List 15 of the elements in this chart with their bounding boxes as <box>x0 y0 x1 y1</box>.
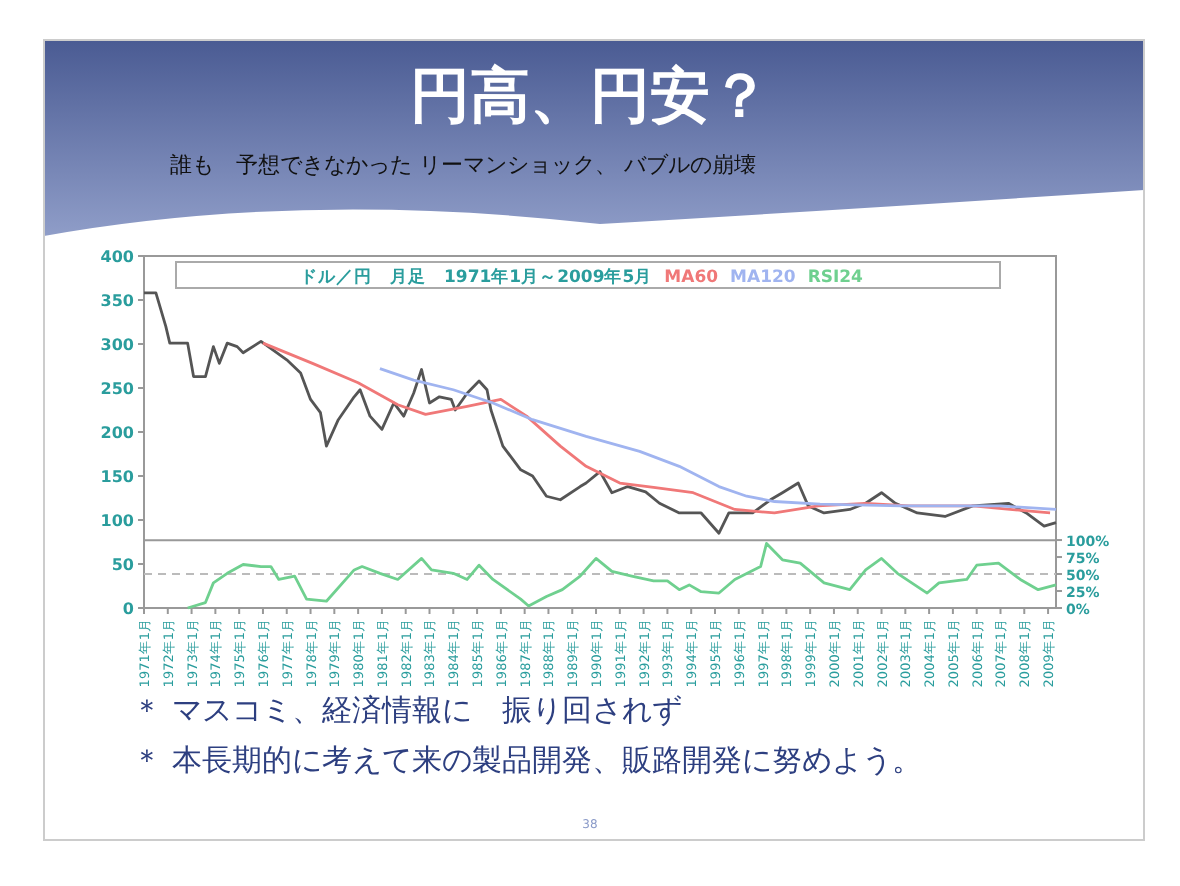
y-tick-label: 400 <box>100 248 135 266</box>
y-tick-label: 100 <box>100 512 135 530</box>
text: ＊ マスコミ、経済情報に 振り回されず <box>132 692 682 728</box>
legend-title: ドル／円 月足 1971年1月～2009年5月 <box>300 266 653 288</box>
y-tick-label: 300 <box>100 336 135 354</box>
text: ＊ 本長期的に考えて来の製品開発、販路開発に努めよう。 <box>132 742 922 778</box>
chart-subtitle: 誰も 予想できなかった リーマンショック、 バブルの崩壊 <box>170 152 756 178</box>
y-tick-label: 50 <box>111 556 135 574</box>
chart-title: 円高、円安？ <box>410 62 770 132</box>
legend: ドル／円 月足 1971年1月～2009年5月 MA60 MA120 RSI24 <box>175 261 1001 289</box>
y-tick-label: 150 <box>100 468 135 486</box>
y-tick-label: 200 <box>100 424 135 442</box>
y-tick-label: 350 <box>100 292 135 310</box>
y-tick-label: 250 <box>100 380 135 398</box>
y-tick-label: 0 <box>122 600 135 618</box>
